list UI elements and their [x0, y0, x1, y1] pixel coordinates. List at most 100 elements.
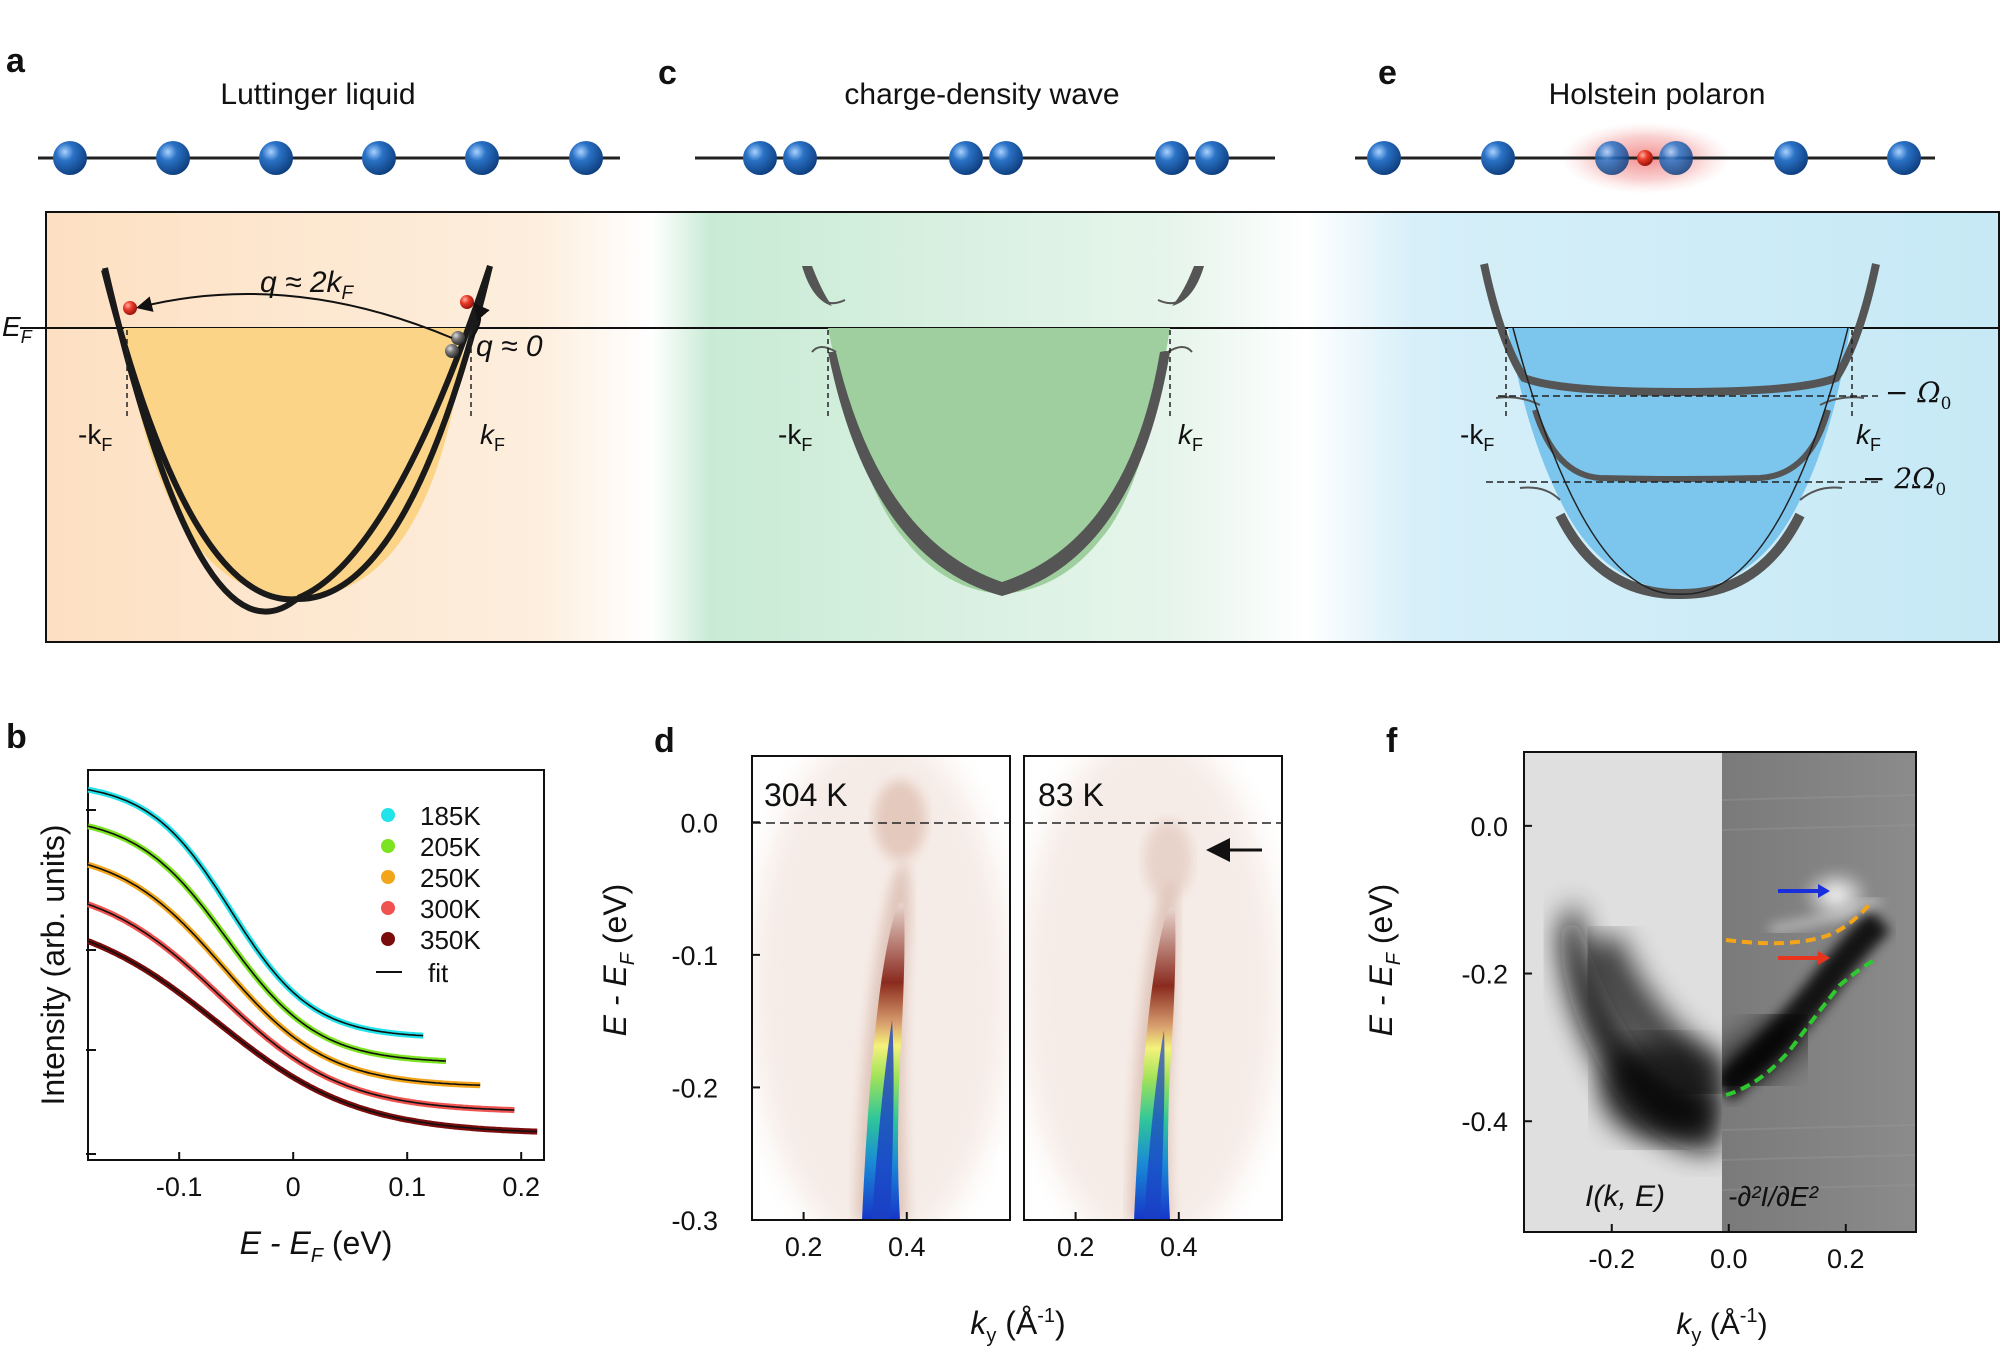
x-tick-label: -0.1 — [156, 1172, 203, 1202]
atom — [1367, 141, 1401, 175]
fit-205K — [87, 825, 447, 1062]
x-tick-label: 0.1 — [388, 1172, 426, 1202]
pos-kf-label-e: kF — [1856, 419, 1881, 455]
shadow-band — [811, 346, 837, 353]
d-xlabel: ky (Å-1) — [970, 1305, 1065, 1347]
band-diagram-frame — [45, 211, 2000, 643]
x-tick-label: 0.4 — [888, 1232, 926, 1262]
legend-fit-label: fit — [428, 958, 449, 988]
chain-cdw — [695, 141, 1275, 175]
legend-label-205K: 205K — [420, 832, 481, 862]
gap-edge — [1172, 266, 1204, 306]
parabola — [101, 265, 493, 603]
atom — [569, 141, 603, 175]
q-2kf-label: q ≈ 2kF — [260, 266, 355, 304]
panel-letter-d: d — [654, 722, 675, 760]
fit-250K — [87, 863, 481, 1086]
legend-label-350K: 350K — [420, 925, 481, 955]
edc-curves — [86, 786, 538, 1135]
y-tick-label: -0.2 — [1461, 960, 1508, 990]
panel-d-arpes-maps: 304 K 83 K 0.0-0.1-0.2-0.3 0.2 0.4 0.2 0.4 … — [597, 755, 1283, 1347]
legend-label-185K: 185K — [420, 801, 481, 831]
q-0-label: q ≈ 0 — [476, 330, 543, 363]
panel-f-arpes-derivative: I(k, E) -∂²I/∂E² 0.0-0.2-0.4 -0.2 0.0 0.2 … — [1363, 751, 1917, 1347]
band-cdw — [802, 266, 1204, 596]
fit-185K — [87, 788, 424, 1037]
x-tick-label: 0.0 — [1710, 1244, 1748, 1274]
legend-label-250K: 250K — [420, 863, 481, 893]
b-xlabel: E - EF (eV) — [240, 1225, 393, 1267]
bare-band — [1512, 327, 1849, 595]
atom — [1195, 141, 1229, 175]
atom — [949, 141, 983, 175]
pos-kf-label-a: kF — [480, 419, 505, 455]
neg-kf-label-e: -kF — [1460, 419, 1494, 455]
atom — [465, 141, 499, 175]
x-tick-label: 0 — [286, 1172, 301, 1202]
chain-polaron — [1355, 122, 1935, 194]
band-lower — [828, 351, 1170, 596]
f-right-label: -∂²I/∂E² — [1728, 1181, 1820, 1212]
omega-2-label: − 2Ω0 — [1862, 462, 1946, 500]
hole — [445, 344, 459, 358]
panel-letter-c: c — [658, 54, 677, 92]
band-luttinger — [101, 265, 493, 615]
y-tick-label: 0.0 — [1470, 812, 1508, 842]
panel-letter-a: a — [6, 42, 26, 80]
legend-marker-350K — [381, 932, 395, 946]
panel-letter-e: e — [1378, 54, 1397, 92]
y-tick-label: 0.0 — [680, 808, 718, 838]
atom — [1887, 141, 1921, 175]
atom — [156, 141, 190, 175]
temp-83k: 83 K — [1038, 777, 1104, 813]
band-dispersion-304k — [862, 903, 905, 1220]
fit-300K — [87, 903, 515, 1111]
title-cdw: charge-density wave — [844, 78, 1119, 111]
panel-letter-f: f — [1386, 722, 1398, 760]
y-ticks: 0.0 -0.2 -0.4 — [1461, 812, 1532, 1137]
y-ticks: 0.0 -0.1 -0.2 -0.3 — [671, 808, 760, 1236]
fit-350K — [87, 940, 538, 1133]
x-tick-label: 0.2 — [502, 1172, 540, 1202]
atom — [362, 141, 396, 175]
y-tick-label: -0.4 — [1461, 1107, 1508, 1137]
scattering-arrow-2kf — [136, 292, 453, 339]
atom — [783, 141, 817, 175]
atom — [259, 141, 293, 175]
x-tick-label: 0.2 — [1827, 1244, 1865, 1274]
y-tick-label: -0.2 — [671, 1073, 718, 1103]
neg-kf-label-a: -kF — [78, 419, 112, 455]
band-dispersion-83k — [1134, 907, 1176, 1220]
title-luttinger: Luttinger liquid — [220, 78, 415, 111]
legend-marker-300K — [381, 901, 395, 915]
scattering-arrow-0 — [471, 302, 490, 339]
atom — [1595, 141, 1629, 175]
x-ticks: 0.2 0.4 0.2 0.4 — [785, 1212, 1198, 1262]
x-ticks: -0.2 0.0 0.2 — [1588, 1224, 1865, 1274]
pos-kf-label-c: kF — [1178, 419, 1203, 455]
d-ylabel: E - EF (eV) — [597, 884, 639, 1037]
polaron-band-2 — [1532, 409, 1831, 482]
f-left-label: I(k, E) — [1585, 1180, 1665, 1213]
replica-band-fit — [1725, 956, 1879, 1097]
atom — [1774, 141, 1808, 175]
atom — [1659, 141, 1693, 175]
x-tick-label: -0.2 — [1588, 1244, 1635, 1274]
omega-1-label: − Ω0 — [1885, 376, 1951, 414]
x-ticks: -0.1 0 0.1 0.2 — [156, 1152, 540, 1202]
ef-label: EF — [2, 311, 33, 347]
y-tick-label: -0.1 — [671, 941, 718, 971]
electron — [123, 301, 137, 315]
polaron-band-fit — [1725, 902, 1872, 946]
x-tick-label: 0.2 — [785, 1232, 823, 1262]
neg-kf-label-c: -kF — [778, 419, 812, 455]
legend-marker-205K — [381, 839, 395, 853]
y-tick-label: -0.3 — [671, 1206, 718, 1236]
band-polaron — [1480, 263, 1880, 600]
filled-states — [124, 328, 472, 598]
atom — [53, 141, 87, 175]
shadow-band — [819, 295, 846, 305]
